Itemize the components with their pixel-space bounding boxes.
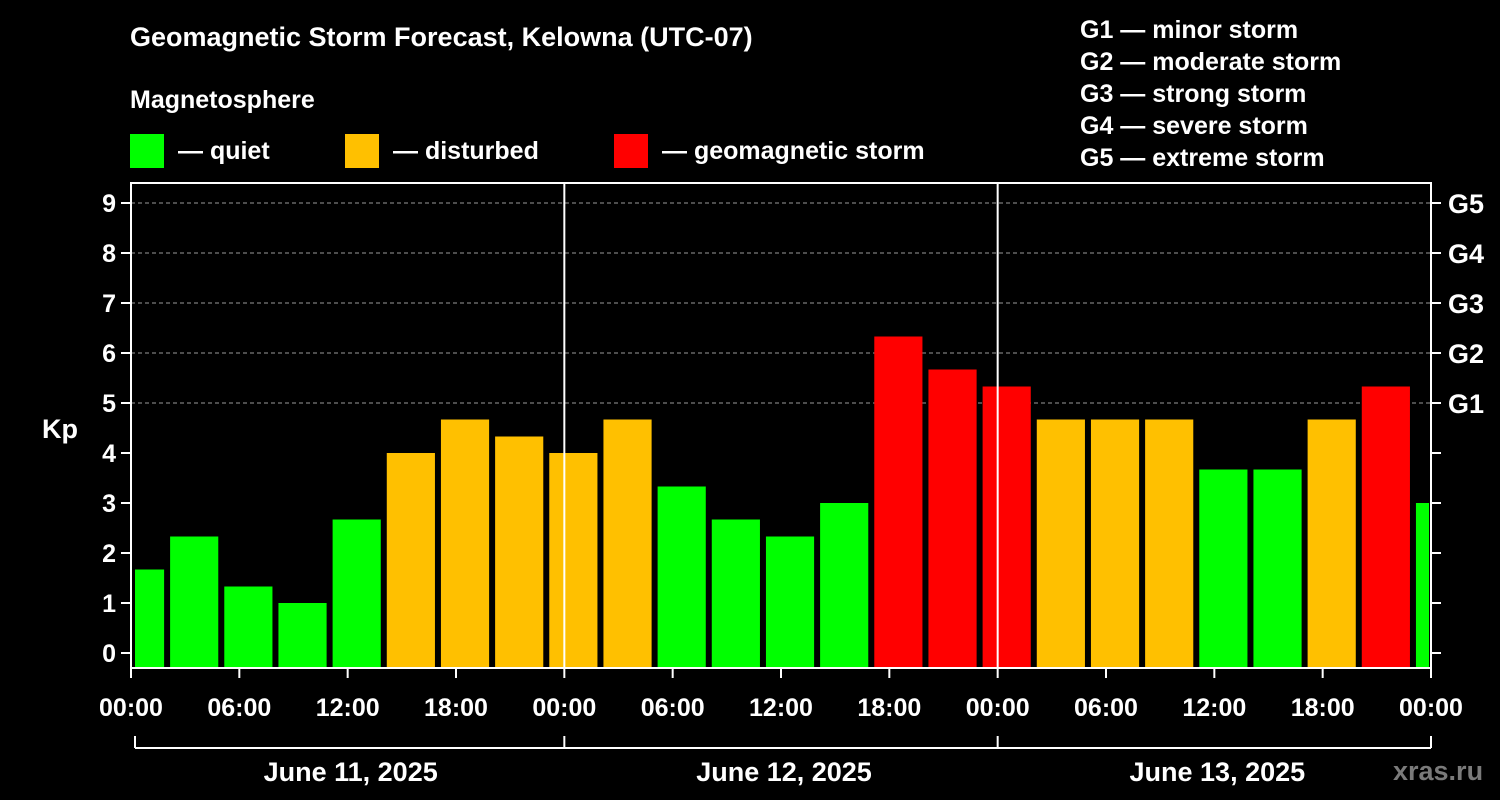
legend-swatch-storm (614, 134, 648, 168)
g-scale-item: G2 — moderate storm (1080, 48, 1342, 76)
g-level-label: G4 (1448, 239, 1484, 269)
kp-bar (170, 536, 219, 668)
y-tick-label: 1 (102, 590, 116, 618)
credit-text: xras.ru (1393, 756, 1484, 786)
g-scale-item: G1 — minor storm (1080, 16, 1299, 44)
kp-bar (135, 569, 165, 668)
kp-bar (549, 453, 598, 668)
x-tick-label: 18:00 (424, 694, 488, 722)
legend-item-storm: — geomagnetic storm (614, 134, 925, 168)
y-tick-label: 3 (102, 490, 116, 518)
magnetosphere-label: Magnetosphere (130, 86, 315, 114)
g-scale-item: G3 — strong storm (1080, 80, 1307, 108)
y-tick-label: 2 (102, 540, 116, 568)
kp-bar (278, 603, 327, 668)
g-scale-legend: G1 — minor storm G2 — moderate storm G3 … (1080, 14, 1341, 174)
kp-bar (1199, 469, 1248, 668)
x-tick-label: 18:00 (857, 694, 921, 722)
x-tick-label: 06:00 (641, 694, 705, 722)
kp-bar (1036, 419, 1085, 668)
kp-bar (928, 369, 977, 668)
g-scale-item: G5 — extreme storm (1080, 144, 1325, 172)
x-tick-label: 00:00 (532, 694, 596, 722)
g-scale-item: G4 — severe storm (1080, 112, 1308, 140)
kp-bar (603, 419, 652, 668)
kp-bar (711, 519, 760, 668)
y-tick-label: 9 (102, 190, 116, 218)
legend-swatch-disturbed (345, 134, 379, 168)
kp-bar (224, 586, 273, 668)
y-tick-label: 4 (102, 440, 116, 468)
x-tick-label: 18:00 (1291, 694, 1355, 722)
legend-item-disturbed: — disturbed (345, 134, 539, 168)
x-tick-label: 12:00 (316, 694, 380, 722)
y-tick-label: 6 (102, 340, 116, 368)
x-tick-label: 00:00 (966, 694, 1030, 722)
kp-bar (1090, 419, 1140, 668)
kp-bar (440, 419, 490, 668)
legend-label-quiet: — quiet (178, 136, 270, 165)
x-tick-label: 12:00 (749, 694, 813, 722)
x-tick-label: 06:00 (207, 694, 271, 722)
kp-bar (495, 436, 544, 668)
kp-bar (1145, 419, 1194, 668)
legend-swatch-quiet (130, 134, 164, 168)
g-level-label: G5 (1448, 189, 1484, 219)
kp-bar (765, 536, 815, 668)
y-tick-label: 8 (102, 240, 116, 268)
x-tick-label: 00:00 (99, 694, 163, 722)
kp-bar (820, 503, 869, 668)
legend-label-disturbed: — disturbed (393, 136, 539, 165)
kp-bar (386, 453, 435, 668)
kp-bar (657, 486, 706, 668)
kp-bar (1415, 503, 1429, 668)
kp-bar (1307, 419, 1356, 668)
legend-item-quiet: — quiet (130, 134, 270, 168)
kp-bar (982, 386, 1031, 668)
legend-label-storm: — geomagnetic storm (662, 136, 925, 165)
kp-bar (332, 519, 381, 668)
g-level-label: G2 (1448, 339, 1484, 369)
y-tick-label: 7 (102, 290, 116, 318)
x-tick-label: 06:00 (1074, 694, 1138, 722)
x-tick-label: 12:00 (1182, 694, 1246, 722)
g-level-label: G3 (1448, 289, 1484, 319)
x-tick-label: 00:00 (1399, 694, 1463, 722)
kp-bar (874, 336, 923, 668)
y-tick-label: 0 (102, 640, 116, 668)
kp-bar (1361, 386, 1410, 668)
y-axis-label: Kp (42, 414, 78, 444)
day-label: June 13, 2025 (1130, 757, 1306, 787)
g-level-label: G1 (1448, 389, 1484, 419)
kp-bar (1253, 469, 1302, 668)
day-label: June 11, 2025 (264, 757, 438, 787)
chart-title: Geomagnetic Storm Forecast, Kelowna (UTC… (130, 22, 753, 52)
day-label: June 12, 2025 (696, 757, 872, 787)
y-tick-label: 5 (102, 390, 116, 418)
